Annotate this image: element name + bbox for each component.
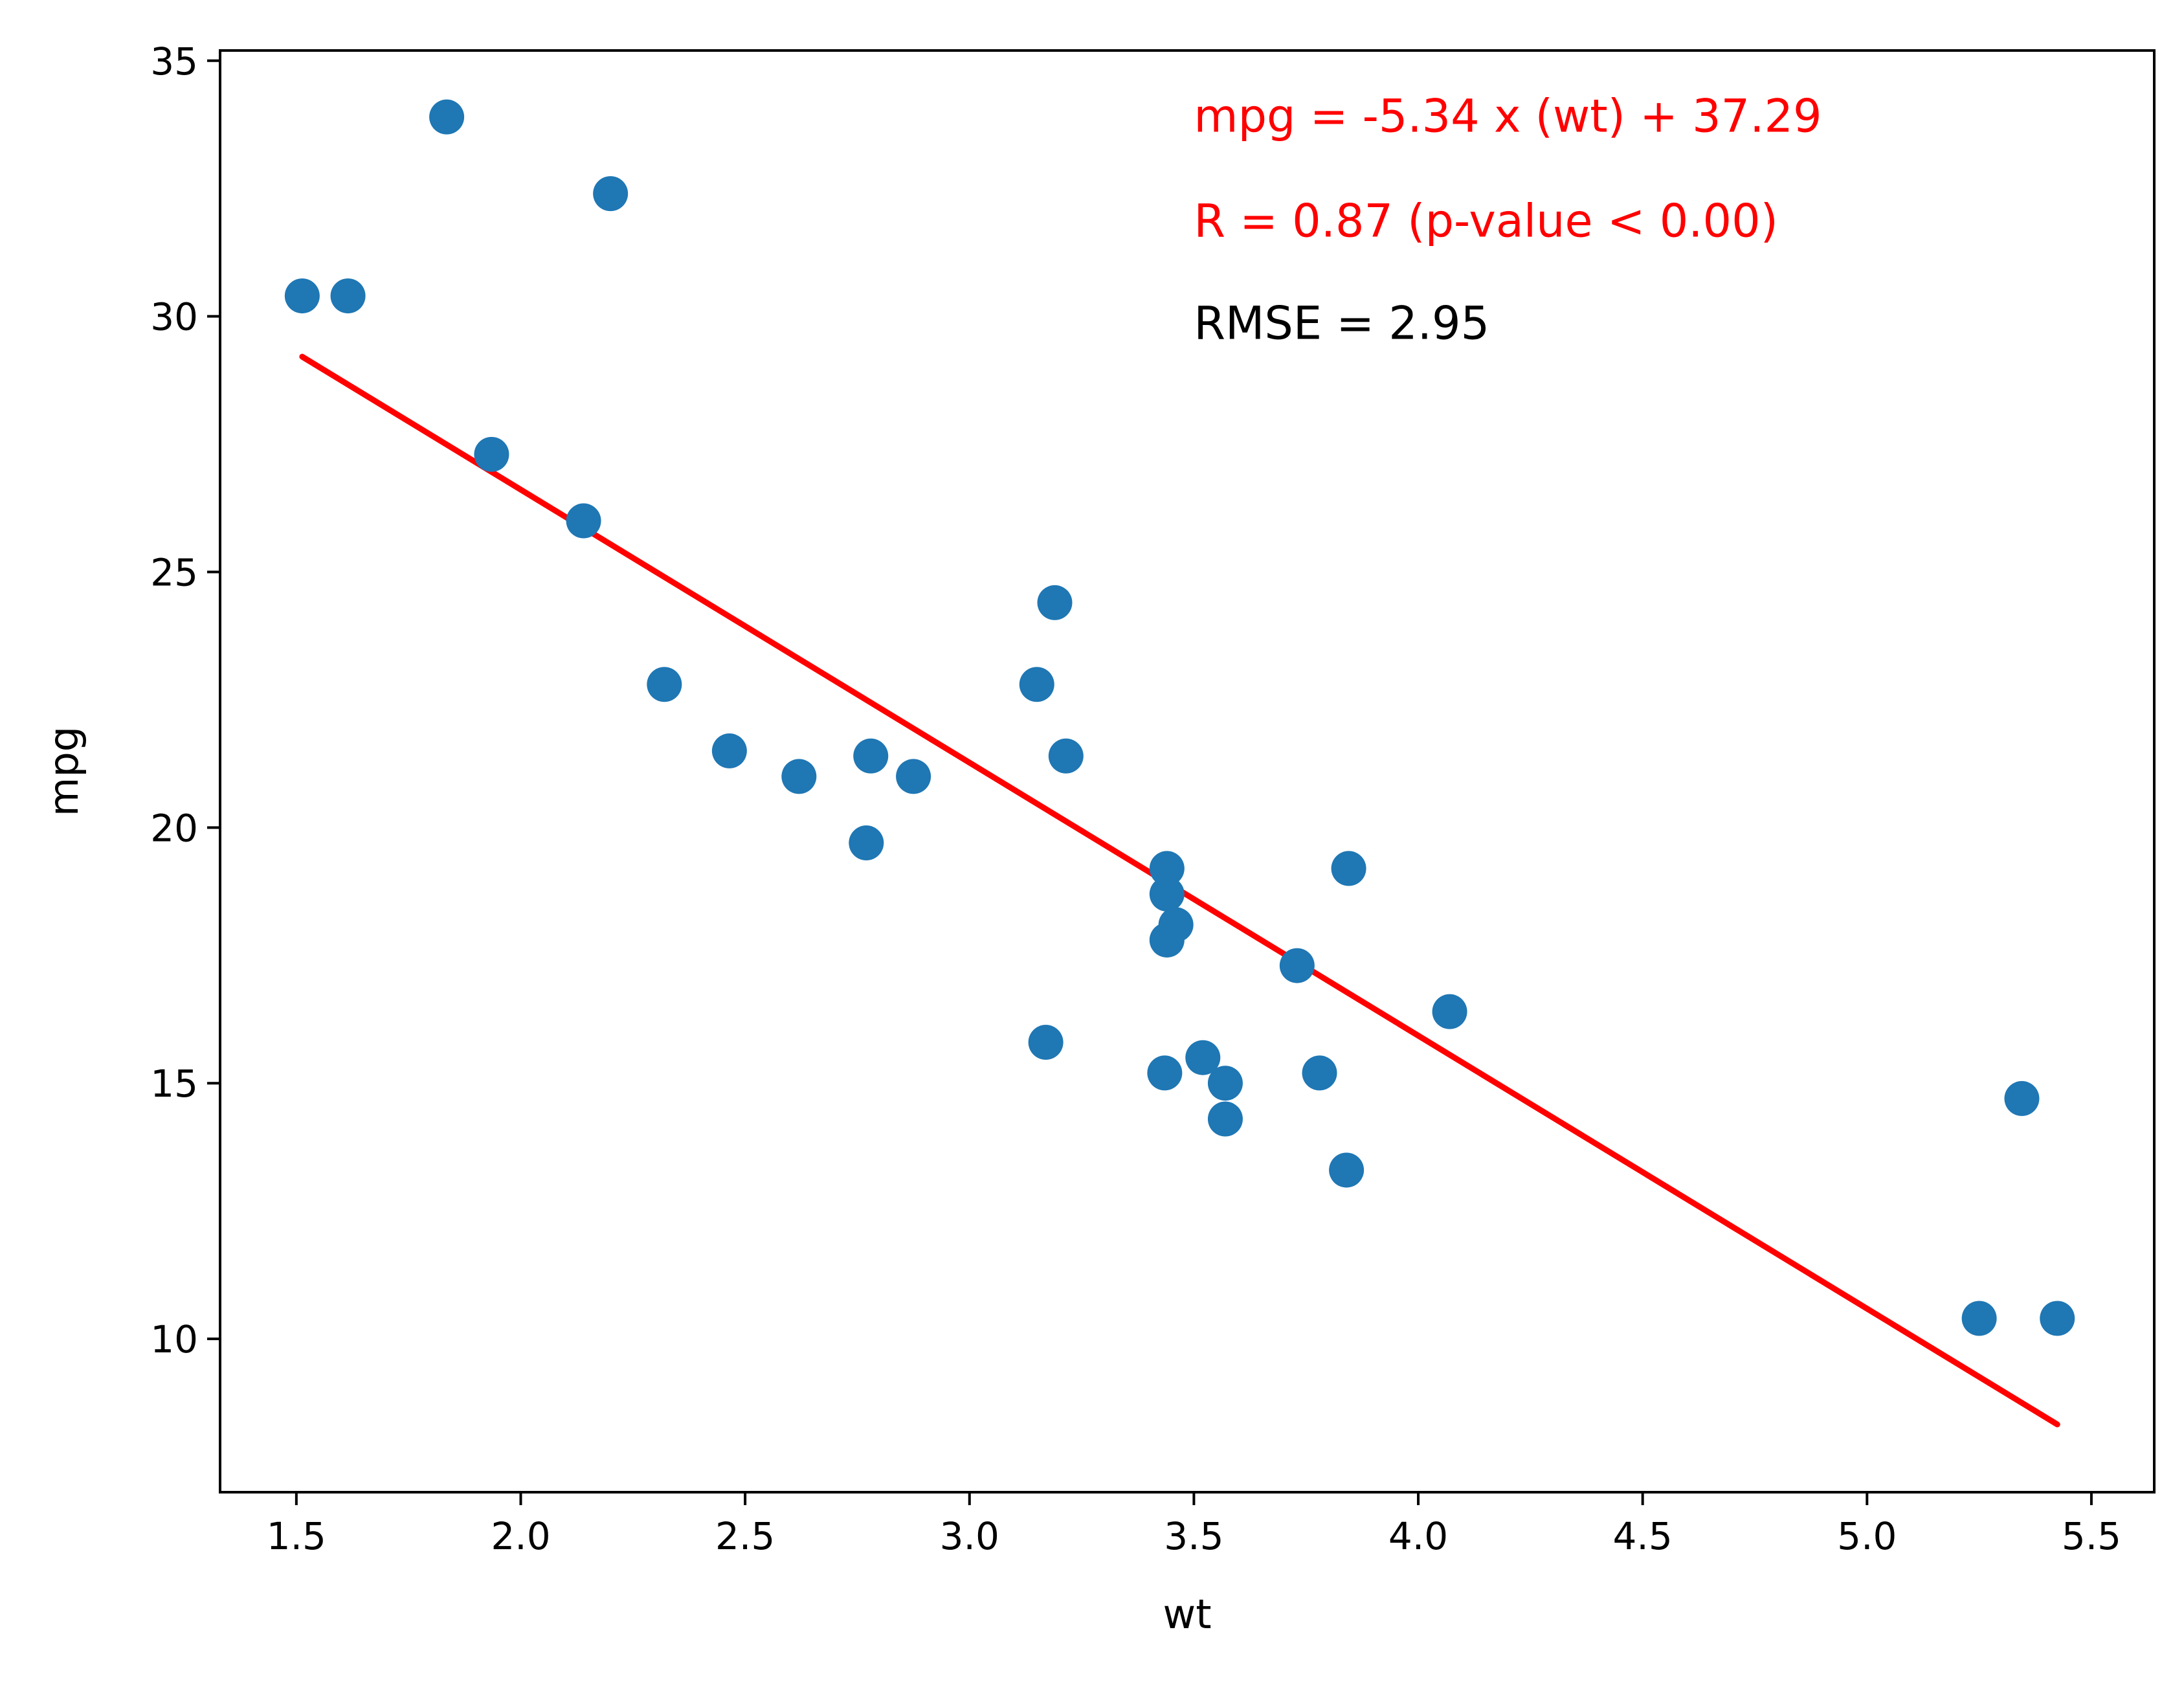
points-layer bbox=[284, 99, 2075, 1336]
data-point bbox=[711, 733, 747, 768]
y-tick-label: 15 bbox=[150, 1062, 198, 1106]
data-point bbox=[1048, 738, 1084, 774]
x-tick-label: 3.0 bbox=[940, 1514, 999, 1558]
annotation-layer: mpg = -5.34 x (wt) + 37.29 R = 0.87 (p-va… bbox=[1194, 90, 1822, 350]
data-point bbox=[1037, 585, 1073, 620]
data-point bbox=[566, 503, 601, 539]
data-point bbox=[1149, 877, 1185, 912]
data-point bbox=[849, 825, 884, 861]
y-tick-label: 10 bbox=[150, 1317, 198, 1361]
y-axis-ticks: 10 15 20 25 30 35 bbox=[150, 39, 220, 1361]
data-point bbox=[1028, 1025, 1064, 1060]
x-axis-label: wt bbox=[1163, 1591, 1211, 1638]
x-tick-label: 4.0 bbox=[1388, 1514, 1448, 1558]
data-point bbox=[896, 759, 931, 794]
y-axis-label: mpg bbox=[40, 726, 87, 816]
y-tick-label: 25 bbox=[150, 551, 198, 595]
data-point bbox=[1331, 851, 1366, 886]
data-point bbox=[1019, 667, 1054, 702]
data-point bbox=[1279, 948, 1315, 983]
data-point bbox=[1961, 1301, 1997, 1336]
data-point bbox=[1158, 907, 1194, 943]
x-tick-label: 5.0 bbox=[1837, 1514, 1897, 1558]
data-point bbox=[853, 738, 889, 774]
r-annotation: R = 0.87 (p-value < 0.00) bbox=[1194, 195, 1778, 248]
data-point bbox=[429, 99, 465, 135]
data-point bbox=[1207, 1066, 1243, 1101]
data-point bbox=[1207, 1101, 1243, 1137]
y-tick-label: 20 bbox=[150, 806, 198, 850]
data-point bbox=[593, 176, 629, 212]
y-tick-label: 30 bbox=[150, 295, 198, 339]
rmse-annotation: RMSE = 2.95 bbox=[1194, 296, 1489, 350]
x-tick-label: 1.5 bbox=[267, 1514, 326, 1558]
data-point bbox=[2004, 1080, 2040, 1116]
y-tick-label: 35 bbox=[150, 39, 198, 84]
data-point bbox=[1329, 1152, 1365, 1188]
plot-area-frame bbox=[219, 49, 2156, 1493]
data-point bbox=[330, 278, 366, 314]
x-tick-label: 2.5 bbox=[715, 1514, 775, 1558]
data-point bbox=[1302, 1055, 1337, 1091]
x-axis-ticks: 1.5 2.0 2.5 3.0 3.5 4.0 4.5 5.0 5.5 bbox=[267, 1492, 2121, 1558]
data-point bbox=[2040, 1301, 2075, 1336]
x-tick-label: 4.5 bbox=[1613, 1514, 1673, 1558]
data-point bbox=[1149, 851, 1185, 886]
data-point bbox=[647, 667, 682, 702]
x-tick-label: 3.5 bbox=[1164, 1514, 1223, 1558]
data-point bbox=[1147, 1055, 1183, 1091]
x-tick-label: 2.0 bbox=[491, 1514, 550, 1558]
data-point bbox=[781, 759, 817, 794]
equation-annotation: mpg = -5.34 x (wt) + 37.29 bbox=[1194, 90, 1822, 143]
data-point bbox=[1185, 1040, 1221, 1075]
data-point bbox=[474, 436, 509, 472]
data-point bbox=[1432, 994, 1467, 1029]
x-tick-label: 5.5 bbox=[2062, 1514, 2121, 1558]
data-point bbox=[284, 278, 320, 314]
